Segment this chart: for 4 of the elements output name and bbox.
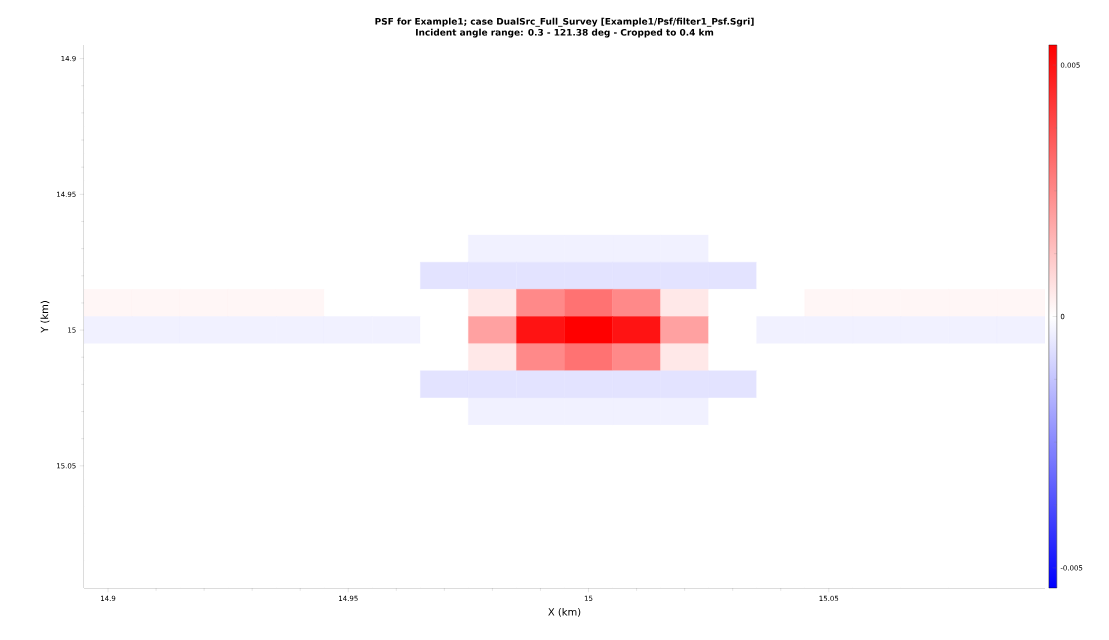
y-axis-title: Y (km) xyxy=(40,301,50,333)
chart-title: PSF for Example1; case DualSrc_Full_Survey [Example1/Psf/filter1_Psf.Sgri] xyxy=(375,17,754,27)
x-axis-title: X (km) xyxy=(548,607,581,617)
chart-subtitle: Incident angle range: 0.3 - 121.38 deg - Cropped to 0.4 km xyxy=(416,28,714,38)
